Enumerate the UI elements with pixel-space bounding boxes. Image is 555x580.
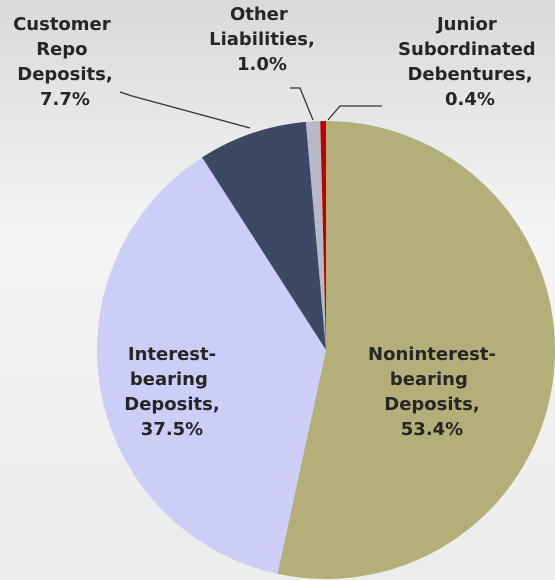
leader-line xyxy=(327,105,382,121)
value-label: 0.4% xyxy=(445,89,495,110)
slice-label: Junior Subordinated Debentures, xyxy=(398,14,542,85)
slice-label: Other Liabilities, xyxy=(209,4,315,50)
pie-slice xyxy=(96,157,326,574)
value-label: 53.4% xyxy=(401,419,463,440)
slice-label: Customer Repo Deposits, xyxy=(13,14,117,85)
slice-label: Interest-bearing Deposits, xyxy=(124,344,219,415)
labels: Noninterest-bearing Deposits, 53.4% Intere… xyxy=(13,4,542,440)
value-label: 37.5% xyxy=(141,419,203,440)
pie-slice xyxy=(202,121,326,350)
slice-label: Noninterest-bearing Deposits, xyxy=(368,344,496,415)
leader-line xyxy=(290,87,314,121)
leader-line xyxy=(119,91,251,129)
value-label: 7.7% xyxy=(40,89,90,110)
pie-slice xyxy=(305,121,326,350)
pie-slice xyxy=(320,121,326,350)
pie-slice xyxy=(277,121,555,579)
value-label: 1.0% xyxy=(237,54,287,75)
leader-lines xyxy=(119,87,382,129)
